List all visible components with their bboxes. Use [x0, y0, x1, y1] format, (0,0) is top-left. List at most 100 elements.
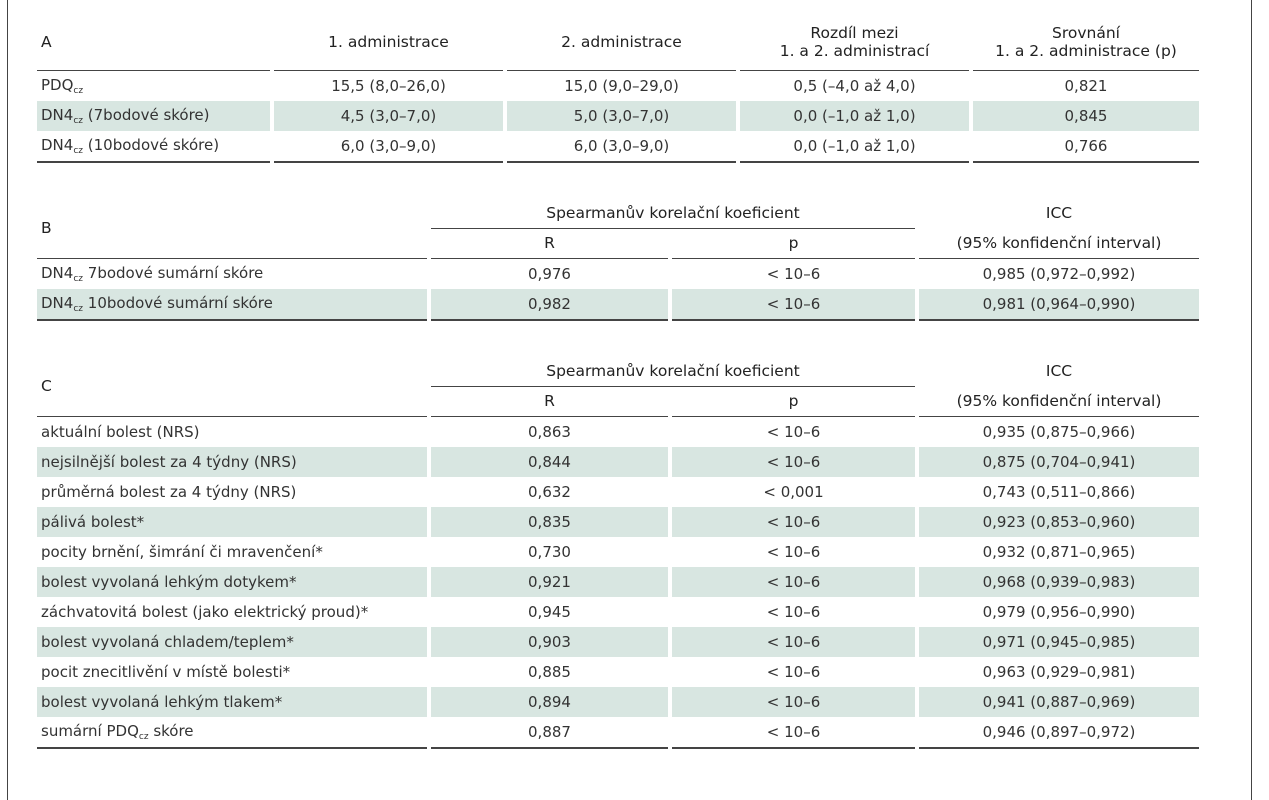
cell-p: < 10–6 — [672, 447, 915, 477]
row-label: PDQcz — [41, 76, 84, 96]
cell-p: < 10–6 — [766, 543, 821, 561]
section-c-spearman-header: Spearmanův korelační koeficient — [431, 356, 915, 387]
cell-icc: 0,923 (0,853–0,960) — [919, 507, 1199, 537]
row-label: DN4cz 10bodové sumární skóre — [37, 289, 427, 321]
cell-r: 0,844 — [431, 447, 668, 477]
section-b-p-header: p — [672, 229, 915, 259]
section-c-p-header: p — [672, 387, 915, 417]
cell-p: < 0,001 — [763, 483, 824, 501]
cell-icc: 0,935 (0,875–0,966) — [982, 423, 1136, 441]
cell-value: 15,0 (9,0–29,0) — [564, 77, 679, 95]
row-label: bolest vyvolaná chladem/teplem* — [37, 627, 427, 657]
cell-icc: 0,932 (0,871–0,965) — [982, 543, 1136, 561]
row-label: aktuální bolest (NRS) — [41, 423, 200, 441]
cell-p: < 10–6 — [766, 265, 821, 283]
col-second-administration: 2. administrace — [507, 14, 736, 71]
table-row: pálivá bolest* 0,835 < 10–6 0,923 (0,853… — [37, 507, 1199, 537]
col-difference-line1: Rozdíl mezi — [810, 24, 899, 42]
cell-r: 0,903 — [431, 627, 668, 657]
cell-p: < 10–6 — [672, 507, 915, 537]
cell-r: 0,887 — [431, 717, 668, 749]
row-label: pocit znecitlivění v místě bolesti* — [41, 663, 291, 681]
section-a-header: A 1. administrace 2. administrace Rozdíl… — [37, 14, 1199, 71]
section-c-header-bottom: R p (95% konfidenční interval) — [37, 387, 1199, 417]
table-row: pocity brnění, šimrání či mravenčení* 0,… — [37, 537, 1199, 567]
row-label: pocity brnění, šimrání či mravenčení* — [41, 543, 323, 561]
cell-value: 6,0 (3,0–9,0) — [507, 131, 736, 163]
col-difference: Rozdíl mezi 1. a 2. administrací — [740, 14, 969, 71]
cell-r: 0,921 — [431, 567, 668, 597]
cell-p: < 10–6 — [672, 567, 915, 597]
cell-r: 0,885 — [528, 663, 571, 681]
section-b-icc-sub: (95% konfidenční interval) — [919, 229, 1199, 259]
cell-value: 5,0 (3,0–7,0) — [507, 101, 736, 131]
table-row: DN4cz 7bodové sumární skóre 0,976 < 10–6… — [37, 259, 1199, 289]
section-b-table: B Spearmanův korelační koeficient ICC R … — [33, 198, 1203, 321]
cell-p: < 10–6 — [766, 603, 821, 621]
cell-icc: 0,743 (0,511–0,866) — [982, 483, 1136, 501]
table-row: záchvatovitá bolest (jako elektrický pro… — [37, 597, 1199, 627]
table-row: bolest vyvolaná lehkým dotykem* 0,921 < … — [37, 567, 1199, 597]
row-label: DN4cz (7bodové skóre) — [37, 101, 270, 131]
cell-icc: 0,963 (0,929–0,981) — [982, 663, 1136, 681]
table-row: nejsilnější bolest za 4 týdny (NRS) 0,84… — [37, 447, 1199, 477]
cell-p: < 10–6 — [672, 627, 915, 657]
cell-icc: 0,941 (0,887–0,969) — [919, 687, 1199, 717]
section-c-icc-header: ICC — [1045, 362, 1073, 381]
cell-icc: 0,875 (0,704–0,941) — [919, 447, 1199, 477]
table-row: pocit znecitlivění v místě bolesti* 0,88… — [37, 657, 1199, 687]
section-a-letter: A — [37, 14, 270, 71]
cell-p: < 10–6 — [766, 663, 821, 681]
col-comparison: Srovnání 1. a 2. administrace (p) — [973, 14, 1199, 71]
row-label: DN4cz 7bodové sumární skóre — [41, 264, 264, 284]
col-comparison-line1: Srovnání — [1052, 24, 1120, 42]
cell-value: 0,821 — [1064, 77, 1108, 95]
row-label: bolest vyvolaná lehkým tlakem* — [37, 687, 427, 717]
section-c-table: C Spearmanův korelační koeficient ICC R … — [33, 356, 1203, 749]
row-label: průměrná bolest za 4 týdny (NRS) — [41, 483, 297, 501]
cell-icc: 0,968 (0,939–0,983) — [919, 567, 1199, 597]
section-c-r-header: R — [431, 387, 668, 417]
cell-value: 0,0 (–1,0 až 1,0) — [740, 131, 969, 163]
cell-icc: 0,971 (0,945–0,985) — [919, 627, 1199, 657]
section-b-header-bottom: R p (95% konfidenční interval) — [37, 229, 1199, 259]
table-row: bolest vyvolaná chladem/teplem* 0,903 < … — [37, 627, 1199, 657]
cell-r: 0,894 — [431, 687, 668, 717]
table-row: bolest vyvolaná lehkým tlakem* 0,894 < 1… — [37, 687, 1199, 717]
col-comparison-line2: 1. a 2. administrace (p) — [995, 42, 1177, 60]
section-c-letter: C — [37, 356, 427, 417]
row-label: bolest vyvolaná lehkým dotykem* — [37, 567, 427, 597]
section-b-header-top: B Spearmanův korelační koeficient ICC — [37, 198, 1199, 259]
row-label: pálivá bolest* — [37, 507, 427, 537]
col-first-administration: 1. administrace — [274, 14, 503, 71]
row-label: DN4cz (10bodové skóre) — [37, 131, 270, 163]
cell-r: 0,982 — [431, 289, 668, 321]
row-label: nejsilnější bolest za 4 týdny (NRS) — [37, 447, 427, 477]
table-row: průměrná bolest za 4 týdny (NRS) 0,632 <… — [37, 477, 1199, 507]
section-b-spearman-header: Spearmanův korelační koeficient — [431, 198, 915, 229]
cell-value: 0,5 (–4,0 až 4,0) — [793, 77, 916, 95]
cell-value: 0,766 — [973, 131, 1199, 163]
cell-value: 15,5 (8,0–26,0) — [331, 77, 446, 95]
table-row: DN4cz 10bodové sumární skóre 0,982 < 10–… — [37, 289, 1199, 321]
cell-p: < 10–6 — [672, 687, 915, 717]
cell-icc: 0,979 (0,956–0,990) — [982, 603, 1136, 621]
cell-icc: 0,981 (0,964–0,990) — [919, 289, 1199, 321]
table-row: DN4cz (7bodové skóre) 4,5 (3,0–7,0) 5,0 … — [37, 101, 1199, 131]
section-c-icc-sub: (95% konfidenční interval) — [919, 387, 1199, 417]
table-row: DN4cz (10bodové skóre) 6,0 (3,0–9,0) 6,0… — [37, 131, 1199, 163]
section-b-r-header: R — [431, 229, 668, 259]
cell-r: 0,632 — [528, 483, 571, 501]
table-row: PDQcz 15,5 (8,0–26,0) 15,0 (9,0–29,0) 0,… — [37, 71, 1199, 101]
cell-r: 0,863 — [528, 423, 571, 441]
cell-value: 0,0 (–1,0 až 1,0) — [740, 101, 969, 131]
cell-value: 4,5 (3,0–7,0) — [274, 101, 503, 131]
cell-p: < 10–6 — [672, 289, 915, 321]
cell-p: < 10–6 — [672, 717, 915, 749]
row-label: záchvatovitá bolest (jako elektrický pro… — [41, 603, 369, 621]
col-difference-line2: 1. a 2. administrací — [779, 42, 930, 60]
table-row: sumární PDQcz skóre 0,887 < 10–6 0,946 (… — [37, 717, 1199, 749]
cell-icc: 0,946 (0,897–0,972) — [919, 717, 1199, 749]
cell-r: 0,730 — [528, 543, 571, 561]
section-b-icc-header: ICC — [1045, 204, 1073, 223]
